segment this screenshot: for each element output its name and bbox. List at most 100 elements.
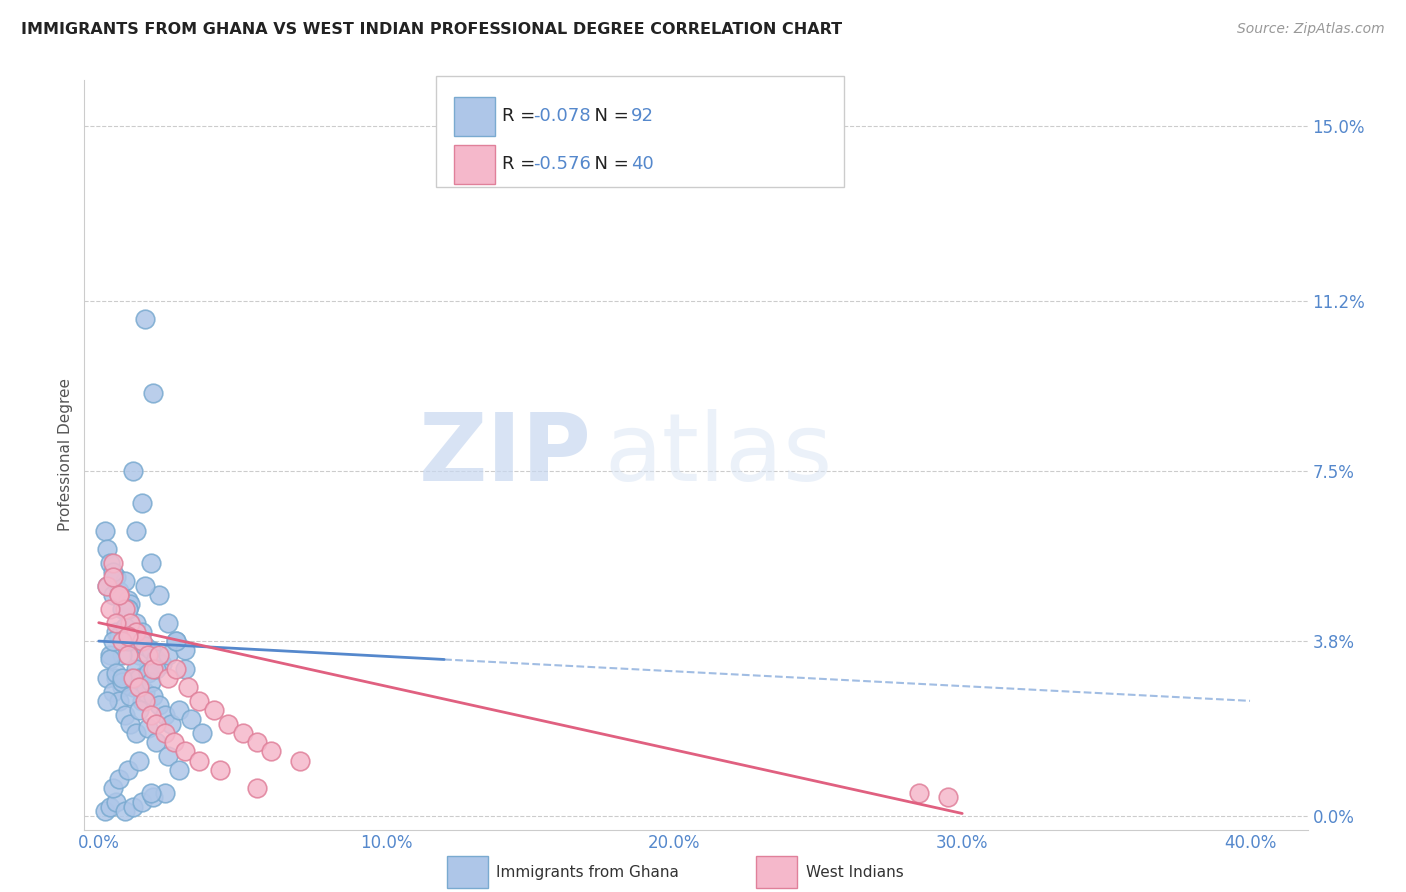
Point	[131, 624, 153, 639]
Point	[101, 781, 124, 796]
Point	[125, 662, 148, 676]
Point	[166, 634, 188, 648]
Text: West Indians: West Indians	[806, 865, 904, 880]
Point	[139, 786, 162, 800]
Point	[128, 671, 150, 685]
Point	[101, 565, 124, 579]
Point	[139, 556, 162, 570]
Point	[120, 716, 142, 731]
Point	[96, 694, 118, 708]
Point	[128, 703, 150, 717]
Point	[136, 722, 159, 736]
Text: -0.078: -0.078	[533, 107, 591, 125]
Point	[122, 671, 145, 685]
Point	[169, 703, 191, 717]
Text: -0.576: -0.576	[533, 155, 591, 173]
Point	[108, 694, 131, 708]
Point	[98, 652, 121, 666]
Point	[156, 648, 179, 662]
Point	[96, 542, 118, 557]
Point	[260, 744, 283, 758]
Point	[111, 648, 134, 662]
Point	[120, 671, 142, 685]
Point	[217, 716, 239, 731]
Text: ZIP: ZIP	[419, 409, 592, 501]
Point	[122, 680, 145, 694]
Point	[148, 698, 170, 713]
Point	[128, 754, 150, 768]
Point	[122, 464, 145, 478]
Point	[290, 754, 312, 768]
Point	[156, 615, 179, 630]
Point	[93, 804, 115, 818]
Point	[98, 602, 121, 616]
Point	[101, 634, 124, 648]
Point	[128, 648, 150, 662]
Point	[153, 726, 176, 740]
Point	[156, 671, 179, 685]
Y-axis label: Professional Degree: Professional Degree	[58, 378, 73, 532]
Point	[111, 675, 134, 690]
Point	[114, 602, 136, 616]
Text: Source: ZipAtlas.com: Source: ZipAtlas.com	[1237, 22, 1385, 37]
Point	[101, 570, 124, 584]
Point	[117, 602, 139, 616]
Text: IMMIGRANTS FROM GHANA VS WEST INDIAN PROFESSIONAL DEGREE CORRELATION CHART: IMMIGRANTS FROM GHANA VS WEST INDIAN PRO…	[21, 22, 842, 37]
Point	[134, 579, 156, 593]
Point	[93, 524, 115, 538]
Point	[134, 312, 156, 326]
Point	[111, 602, 134, 616]
Point	[145, 716, 167, 731]
Point	[117, 592, 139, 607]
Point	[174, 662, 197, 676]
Point	[108, 588, 131, 602]
Point	[145, 652, 167, 666]
Point	[134, 694, 156, 708]
Point	[936, 790, 959, 805]
Point	[908, 786, 931, 800]
Point	[180, 712, 202, 726]
Point	[169, 763, 191, 777]
Point	[117, 630, 139, 644]
Point	[125, 524, 148, 538]
Text: Immigrants from Ghana: Immigrants from Ghana	[496, 865, 679, 880]
Point	[139, 643, 162, 657]
Point	[150, 657, 173, 671]
Point	[148, 588, 170, 602]
Text: atlas: atlas	[605, 409, 832, 501]
Point	[139, 707, 162, 722]
Text: R =: R =	[502, 107, 541, 125]
Point	[114, 707, 136, 722]
Point	[232, 726, 254, 740]
Point	[117, 763, 139, 777]
Point	[136, 662, 159, 676]
Point	[101, 588, 124, 602]
Point	[131, 795, 153, 809]
Point	[142, 662, 165, 676]
Point	[111, 680, 134, 694]
Point	[208, 763, 231, 777]
Text: N =: N =	[583, 107, 636, 125]
Point	[108, 772, 131, 786]
Point	[131, 634, 153, 648]
Point	[111, 671, 134, 685]
Point	[166, 634, 188, 648]
Point	[101, 684, 124, 698]
Point	[101, 556, 124, 570]
Point	[122, 634, 145, 648]
Point	[131, 496, 153, 510]
Point	[96, 579, 118, 593]
Point	[174, 744, 197, 758]
Point	[156, 749, 179, 764]
Point	[162, 735, 184, 749]
Point	[246, 781, 269, 796]
Point	[142, 385, 165, 400]
Point	[114, 804, 136, 818]
Point	[148, 648, 170, 662]
Point	[136, 648, 159, 662]
Point	[125, 615, 148, 630]
Point	[188, 754, 211, 768]
Point	[117, 602, 139, 616]
Point	[105, 615, 128, 630]
Point	[120, 597, 142, 611]
